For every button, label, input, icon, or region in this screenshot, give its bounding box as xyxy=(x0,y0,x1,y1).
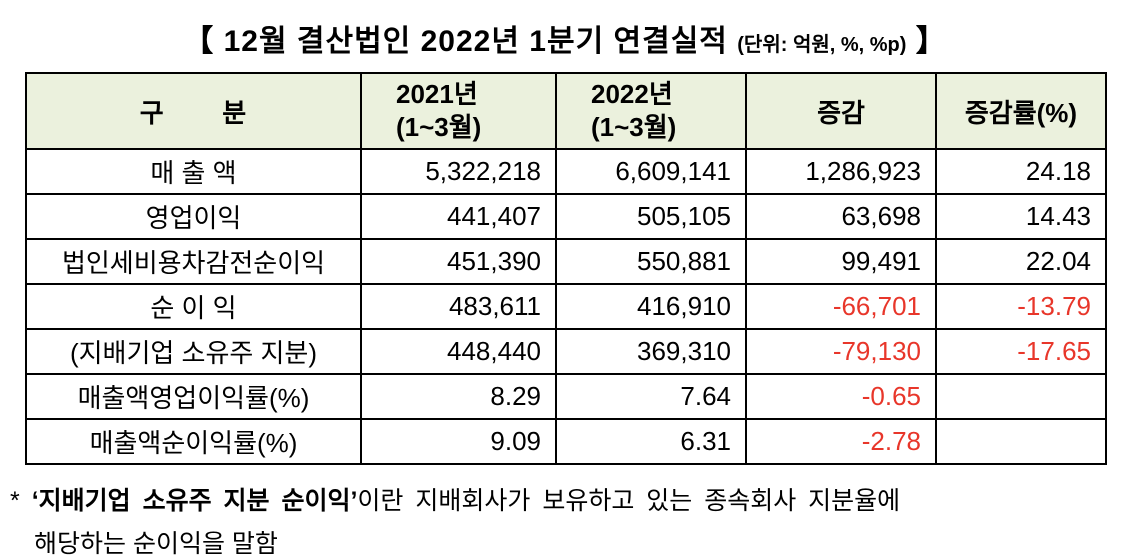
footnote-marker: * xyxy=(10,487,20,515)
value-2022: 416,910 xyxy=(555,283,747,330)
footnote-bold-term: ‘지배기업 소유주 지분 순이익’ xyxy=(31,487,358,515)
header-2022-months: (1~3월) xyxy=(591,112,677,142)
header-2021-months: (1~3월) xyxy=(396,112,482,142)
value-change-rate: 24.18 xyxy=(935,148,1107,195)
value-change: 99,491 xyxy=(745,238,937,285)
header-change-rate: 증감률(%) xyxy=(935,72,1107,150)
value-change: -66,701 xyxy=(745,283,937,330)
header-2021: 2021년 (1~3월) xyxy=(360,72,557,150)
value-change: 1,286,923 xyxy=(745,148,937,195)
value-2022: 7.64 xyxy=(555,373,747,420)
header-category: 구 분 xyxy=(25,72,362,150)
value-change-rate: 22.04 xyxy=(935,238,1107,285)
value-change-rate xyxy=(935,373,1107,420)
table-row-net-margin: 매출액순이익률(%) 9.09 6.31 -2.78 xyxy=(25,418,1107,465)
value-2021: 8.29 xyxy=(360,373,557,420)
row-label: (지배기업 소유주 지분) xyxy=(25,328,362,375)
table-row-owners-of-parent: (지배기업 소유주 지분) 448,440 369,310 -79,130 -1… xyxy=(25,328,1107,375)
value-2021: 483,611 xyxy=(360,283,557,330)
table-header-row: 구 분 2021년 (1~3월) 2022년 (1~3월) 증감 증감률(%) xyxy=(25,72,1107,150)
footnote-line-2: 해당하는 순이익을 말함 xyxy=(34,530,278,558)
value-2022: 6,609,141 xyxy=(555,148,747,195)
value-2022: 505,105 xyxy=(555,193,747,240)
footnote-line-1: * ‘지배기업 소유주 지분 순이익’이란 지배회사가 보유하고 있는 종속회사… xyxy=(10,481,1130,517)
title-close-bracket: 】 xyxy=(915,25,947,58)
table-row-pretax-profit: 법인세비용차감전순이익 451,390 550,881 99,491 22.04 xyxy=(25,238,1107,285)
header-2021-year: 2021년 xyxy=(396,79,478,109)
table-row-net-profit: 순 이 익 483,611 416,910 -66,701 -13.79 xyxy=(25,283,1107,330)
row-label: 법인세비용차감전순이익 xyxy=(25,238,362,285)
header-change: 증감 xyxy=(745,72,937,150)
row-label: 매출액순이익률(%) xyxy=(25,418,362,465)
row-label: 순 이 익 xyxy=(25,283,362,330)
value-change: -0.65 xyxy=(745,373,937,420)
value-2021: 441,407 xyxy=(360,193,557,240)
value-change-rate: -13.79 xyxy=(935,283,1107,330)
value-2021: 448,440 xyxy=(360,328,557,375)
value-2021: 9.09 xyxy=(360,418,557,465)
title-text: 12월 결산법인 2022년 1분기 연결실적 xyxy=(223,25,728,58)
value-change-rate: -17.65 xyxy=(935,328,1107,375)
footnote: * ‘지배기업 소유주 지분 순이익’이란 지배회사가 보유하고 있는 종속회사… xyxy=(10,481,1130,560)
title-open-bracket: 【 xyxy=(183,25,215,58)
page: 【 12월 결산법인 2022년 1분기 연결실적 (단위: 억원, %, %p… xyxy=(0,16,1130,558)
value-2022: 369,310 xyxy=(555,328,747,375)
table-row-operating-profit: 영업이익 441,407 505,105 63,698 14.43 xyxy=(25,193,1107,240)
row-label: 영업이익 xyxy=(25,193,362,240)
row-label: 매 출 액 xyxy=(25,148,362,195)
value-2022: 550,881 xyxy=(555,238,747,285)
value-change-rate: 14.43 xyxy=(935,193,1107,240)
footnote-line-1-rest: 이란 지배회사가 보유하고 있는 종속회사 지분율에 xyxy=(357,487,901,515)
value-2021: 5,322,218 xyxy=(360,148,557,195)
table-row-operating-margin: 매출액영업이익률(%) 8.29 7.64 -0.65 xyxy=(25,373,1107,420)
table-row-revenue: 매 출 액 5,322,218 6,609,141 1,286,923 24.1… xyxy=(25,148,1107,195)
page-title: 【 12월 결산법인 2022년 1분기 연결실적 (단위: 억원, %, %p… xyxy=(0,16,1130,60)
header-2022-year: 2022년 xyxy=(591,79,673,109)
value-change: -79,130 xyxy=(745,328,937,375)
row-label: 매출액영업이익률(%) xyxy=(25,373,362,420)
value-change-rate xyxy=(935,418,1107,465)
value-change: -2.78 xyxy=(745,418,937,465)
value-change: 63,698 xyxy=(745,193,937,240)
results-table: 구 분 2021년 (1~3월) 2022년 (1~3월) 증감 증감률(%) xyxy=(25,72,1107,465)
value-2021: 451,390 xyxy=(360,238,557,285)
header-2022: 2022년 (1~3월) xyxy=(555,72,747,150)
value-2022: 6.31 xyxy=(555,418,747,465)
title-unit: (단위: 억원, %, %p) xyxy=(737,34,907,56)
